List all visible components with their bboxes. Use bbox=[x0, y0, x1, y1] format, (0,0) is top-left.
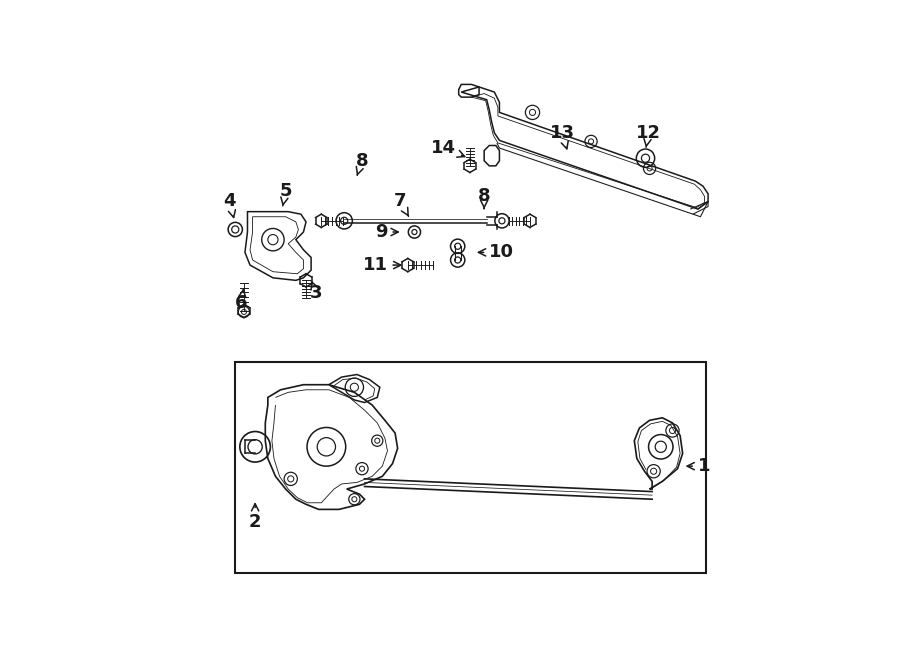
Text: 12: 12 bbox=[636, 124, 662, 147]
Text: 11: 11 bbox=[363, 256, 400, 274]
Text: 8: 8 bbox=[478, 187, 491, 208]
Text: 14: 14 bbox=[431, 139, 464, 157]
Text: 3: 3 bbox=[310, 281, 322, 302]
Text: 10: 10 bbox=[479, 243, 514, 261]
Text: 8: 8 bbox=[356, 152, 368, 175]
Text: 7: 7 bbox=[394, 192, 409, 216]
Text: 1: 1 bbox=[687, 457, 710, 475]
Text: 4: 4 bbox=[223, 192, 236, 217]
Text: 9: 9 bbox=[375, 223, 398, 241]
Text: 2: 2 bbox=[249, 504, 261, 531]
Bar bbox=[235, 362, 706, 573]
Text: 13: 13 bbox=[550, 124, 574, 149]
Text: 6: 6 bbox=[235, 289, 248, 312]
Text: 5: 5 bbox=[279, 182, 292, 206]
